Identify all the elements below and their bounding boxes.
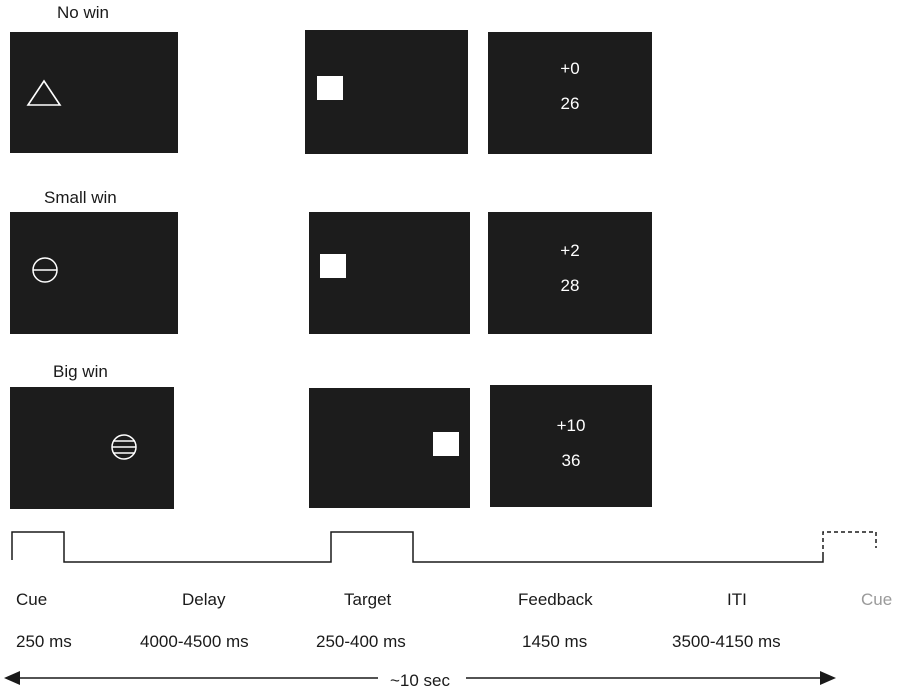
feedback-screen-small-win: +2 28 — [488, 212, 652, 334]
duration-delay: 4000-4500 ms — [140, 632, 249, 651]
next-cue-dashed-pulse — [822, 531, 877, 556]
target-screen-big-win — [309, 388, 470, 508]
feedback-screen-big-win: +10 36 — [490, 385, 652, 507]
feedback-gain: +10 — [556, 416, 586, 435]
feedback-gain: +0 — [560, 59, 580, 78]
triangle-icon — [26, 79, 62, 106]
cue-screen-no-win — [10, 32, 178, 153]
circle-one-line-icon — [32, 257, 58, 283]
feedback-gain: +2 — [560, 241, 580, 260]
phase-label-iti: ITI — [727, 590, 747, 609]
duration-feedback: 1450 ms — [522, 632, 588, 651]
duration-target: 250-400 ms — [316, 632, 406, 651]
timeline-waveform — [11, 531, 877, 563]
phase-label-next-cue: Cue — [861, 590, 893, 609]
target-square — [320, 254, 346, 278]
timeline-trace — [11, 531, 824, 563]
circle-three-lines-icon — [111, 434, 137, 460]
duration-iti: 3500-4150 ms — [672, 632, 781, 651]
condition-label-big-win: Big win — [53, 362, 108, 381]
condition-label-small-win: Small win — [44, 188, 117, 207]
target-square — [317, 76, 343, 100]
feedback-total: 36 — [561, 451, 581, 470]
cue-screen-small-win — [10, 212, 178, 334]
total-trial-duration: ~10 sec — [390, 671, 451, 690]
phase-label-delay: Delay — [182, 590, 226, 609]
phase-label-target: Target — [344, 590, 392, 609]
feedback-screen-no-win: +0 26 — [488, 32, 652, 154]
trial-duration-arrow — [4, 671, 836, 685]
phase-label-feedback: Feedback — [518, 590, 593, 609]
feedback-total: 26 — [560, 94, 580, 113]
cue-screen-big-win — [10, 387, 174, 509]
arrow-head-right — [820, 671, 836, 685]
duration-cue: 250 ms — [16, 632, 72, 651]
arrow-head-left — [4, 671, 20, 685]
phase-label-cue: Cue — [16, 590, 48, 609]
target-screen-small-win — [309, 212, 470, 334]
target-square — [433, 432, 459, 456]
condition-label-no-win: No win — [57, 3, 109, 22]
feedback-total: 28 — [560, 276, 580, 295]
target-screen-no-win — [305, 30, 468, 154]
